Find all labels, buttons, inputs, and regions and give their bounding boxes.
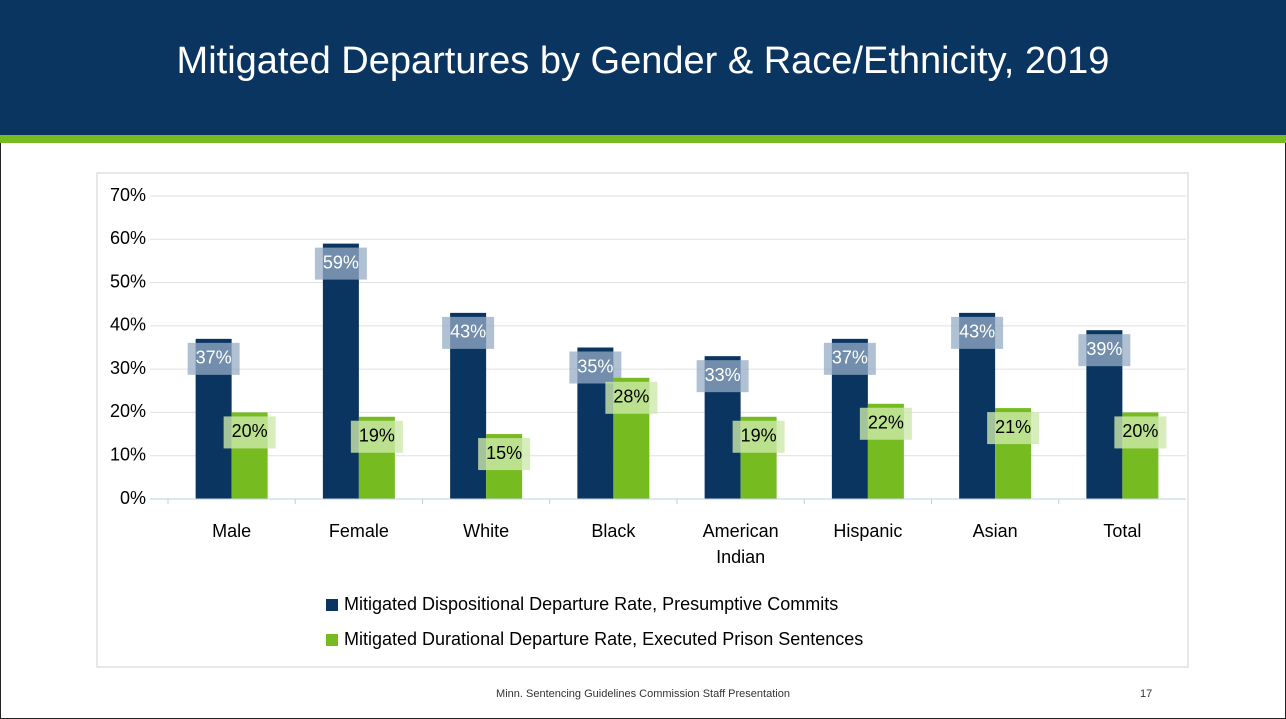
legend-label: Mitigated Durational Departure Rate, Exe… [344,629,863,649]
data-label: 15% [486,443,522,463]
x-tick-label: Asian [972,521,1018,541]
y-tick-label: 10% [110,444,146,464]
header-bar [0,0,1286,135]
data-label-box [442,316,495,349]
data-label-box [1078,334,1131,367]
data-label: 43% [450,322,486,342]
data-label-box [859,407,912,440]
data-label-box [823,342,876,375]
data-label: 28% [613,387,649,407]
data-label: 59% [323,252,359,272]
data-label-box [187,342,240,375]
y-tick-label: 30% [110,358,146,378]
x-tick-label: Male [212,521,252,541]
data-label: 21% [995,417,1031,437]
legend-swatch [326,599,338,611]
data-label-box [569,351,622,384]
y-tick-label: 40% [110,315,146,335]
data-label-box [350,420,403,453]
y-tick-label: 0% [120,488,146,508]
data-label-box [605,381,658,414]
bar [322,243,359,499]
data-label-box [1114,416,1167,449]
data-label-box [732,420,785,453]
legend-label: Mitigated Dispositional Departure Rate, … [344,594,838,614]
data-label: 20% [232,421,268,441]
data-label: 43% [959,322,995,342]
data-label-box [951,316,1004,349]
data-label: 22% [868,413,904,433]
data-label: 37% [196,348,232,368]
data-label-box [478,438,531,471]
x-tick-label: Female [328,521,389,541]
x-tick-label: Black [591,521,636,541]
data-label-box [223,416,276,449]
data-label-box [696,360,749,393]
data-label-box [987,412,1040,445]
x-tick-label: Total [1103,521,1142,541]
page-number: 17 [1140,688,1153,700]
data-label: 35% [577,356,613,376]
legend-swatch [326,634,338,646]
x-tick-label: White [463,521,510,541]
footer: Minn. Sentencing Guidelines Commission S… [496,688,790,700]
data-label: 33% [705,365,741,385]
accent-strip [0,135,1286,143]
y-tick-label: 70% [110,185,146,205]
x-tick-label: Hispanic [833,521,903,541]
data-label: 19% [359,426,395,446]
slide-title: Mitigated Departures by Gender & Race/Et… [176,40,1110,82]
data-label: 19% [741,426,777,446]
y-tick-label: 50% [110,271,146,291]
data-label: 39% [1086,339,1122,359]
data-label: 37% [832,348,868,368]
chart-border [96,172,1189,668]
data-label: 20% [1122,421,1158,441]
y-tick-label: 20% [110,401,146,421]
data-label-box [314,247,367,280]
x-tick-label: American Indian [702,521,779,567]
y-tick-label: 60% [110,228,146,248]
